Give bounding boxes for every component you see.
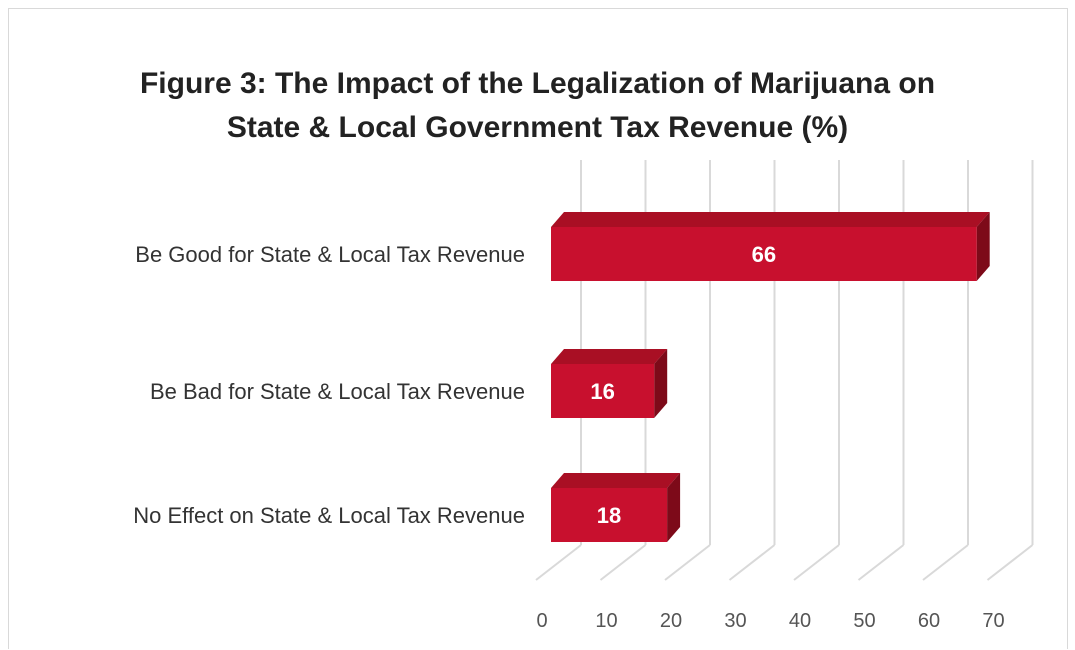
floor-line-40 — [793, 544, 840, 581]
bar-data-label-2: 18 — [597, 503, 621, 528]
floor-line-70 — [986, 544, 1034, 581]
bar-2 — [551, 488, 668, 542]
bar-data-label-0: 66 — [752, 242, 776, 267]
x-tick-label-50: 50 — [853, 610, 875, 632]
bar-side-1 — [654, 349, 668, 418]
x-tick-label-10: 10 — [595, 610, 617, 632]
x-tick-label-20: 20 — [660, 610, 682, 632]
floor-line-30 — [728, 544, 776, 581]
bar-top-0 — [551, 212, 990, 227]
bar-data-label-1: 16 — [590, 379, 614, 404]
x-tick-label-40: 40 — [789, 610, 811, 632]
bar-top-2 — [551, 473, 681, 488]
x-tick-label-30: 30 — [724, 610, 746, 632]
category-label-0: Be Good for State & Local Tax Revenue — [135, 242, 525, 267]
floor-line-10 — [599, 544, 647, 581]
x-tick-label-70: 70 — [982, 610, 1004, 632]
bar-top-1 — [551, 349, 668, 364]
category-label-2: No Effect on State & Local Tax Revenue — [133, 503, 525, 528]
floor-line-60 — [922, 544, 969, 581]
chart-title: Figure 3: The Impact of the Legalization… — [139, 67, 936, 144]
bar-side-2 — [667, 473, 681, 542]
category-label-1: Be Bad for State & Local Tax Revenue — [150, 379, 525, 404]
bar-1 — [551, 364, 655, 418]
bar-side-0 — [976, 212, 990, 281]
floor-line-0 — [535, 544, 582, 581]
chart-frame — [8, 8, 1068, 649]
floor-line-20 — [664, 544, 711, 581]
x-tick-label-60: 60 — [918, 610, 940, 632]
floor-line-50 — [857, 544, 905, 581]
x-tick-label-0: 0 — [536, 610, 547, 632]
bar-0 — [551, 227, 977, 281]
